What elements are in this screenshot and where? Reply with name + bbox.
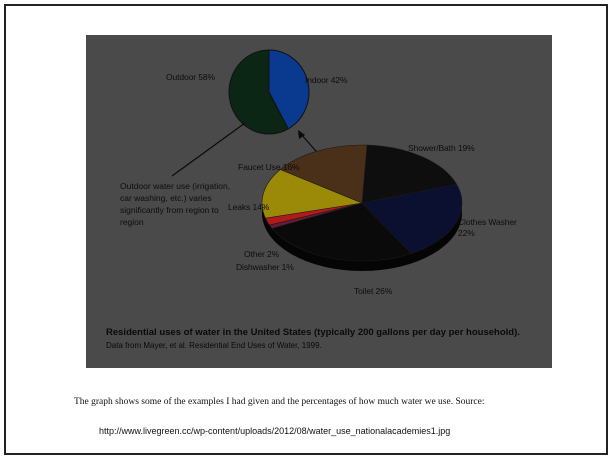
caption: The graph shows some of the examples I h… (74, 397, 485, 407)
pie-slice-toilet (271, 202, 412, 262)
pointer-arrowhead (298, 130, 305, 139)
source-url: http://www.livegreen.cc/wp-content/uploa… (99, 426, 451, 436)
pie-label-outdoor: Outdoor 58% (166, 72, 215, 82)
pie-slice-indoor (268, 49, 310, 130)
pie-label-leaks: Leaks 14% (228, 202, 270, 212)
figure-title: Residential uses of water in the United … (106, 327, 520, 338)
outdoor-note: Outdoor water use (irrigation, car washi… (120, 181, 231, 227)
slide-frame: Outdoor 58% Indoor 42% Shower/Bath 19% C… (4, 4, 608, 455)
pie-label-shower-bath: Shower/Bath 19% (408, 143, 475, 153)
pie-label-toilet: Toilet 26% (354, 286, 393, 296)
figure-source: Data from Mayer, et al. Residential End … (106, 341, 322, 350)
pie-label-other: Other 2% (244, 249, 280, 259)
figure-panel: Outdoor 58% Indoor 42% Shower/Bath 19% C… (86, 35, 552, 368)
pie-label-faucet-use: Faucet Use 16% (238, 162, 300, 172)
pie-label-indoor: Indoor 42% (305, 75, 348, 85)
note-leader-line (171, 122, 246, 177)
pie-slice-leaks (261, 169, 364, 219)
pie-slice-outdoor (228, 49, 289, 135)
pie-label-clothes-washer: Clothes Washer 22% (458, 217, 517, 238)
pie-label-dishwasher: Dishwasher 1% (236, 262, 294, 272)
pie-charts (171, 49, 463, 271)
pie-slice-clothes-washer (361, 184, 463, 254)
pie-slice-faucet-use (279, 144, 368, 204)
pie-slice-shower-bath (361, 144, 458, 204)
